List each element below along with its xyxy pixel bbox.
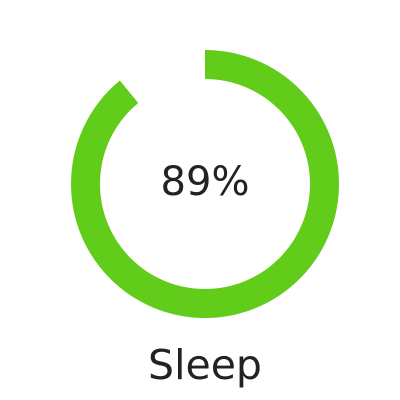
progress-percent-text: 89%	[160, 159, 250, 205]
progress-ring-arc	[71, 50, 339, 318]
progress-label: Sleep	[148, 341, 262, 389]
progress-ring-icon	[71, 50, 339, 318]
